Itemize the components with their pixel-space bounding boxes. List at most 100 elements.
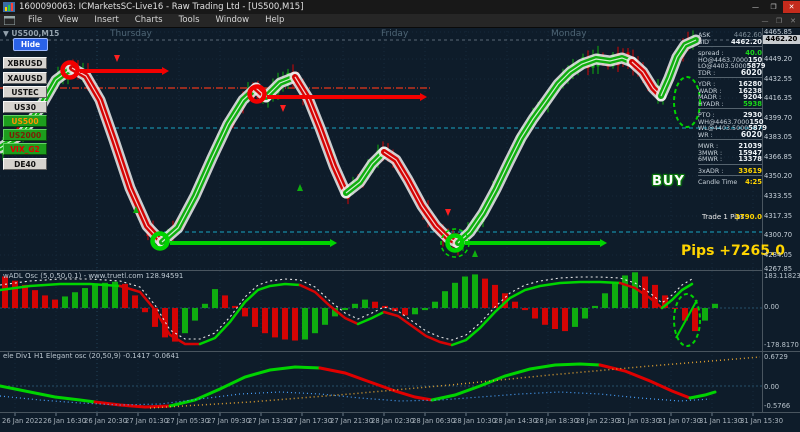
info-row-label: 6MWR : <box>698 156 723 163</box>
info-row: WR : 6020 <box>698 130 762 138</box>
info-row: YDR : 16280 <box>698 81 762 88</box>
time-axis-label: 28 Jan 18:30 <box>535 417 579 425</box>
chevron-down-icon: ▼ <box>3 29 9 38</box>
menu-item-view[interactable]: View <box>58 15 79 25</box>
ma-ribbon-center <box>161 87 257 243</box>
info-row-value: 4462.60 <box>733 31 762 39</box>
ma-ribbon-center <box>345 151 385 194</box>
info-row-value: 13378 <box>738 155 762 163</box>
histogram-bar <box>302 308 308 340</box>
chart-restore-button[interactable]: ❐ <box>775 16 783 25</box>
hide-button[interactable]: Hide <box>13 38 48 51</box>
histogram-bar <box>552 308 558 329</box>
info-row-value: 16280 <box>738 80 762 88</box>
trade-pips-value: 3790.0 <box>734 213 762 221</box>
histogram-bar <box>252 308 258 327</box>
info-separator <box>698 46 762 50</box>
chart-minimize-button[interactable]: — <box>761 16 769 25</box>
sell-signal-ring-icon <box>247 84 267 104</box>
info-row-value: 33619 <box>738 166 762 175</box>
info-row-value: 40.0 <box>745 49 762 57</box>
oscillator-line <box>198 282 302 346</box>
restore-button[interactable]: ❐ <box>770 3 777 11</box>
close-button[interactable]: ✕ <box>783 1 800 13</box>
menu-item-insert[interactable]: Insert <box>94 15 119 25</box>
chart-window-icon <box>3 15 16 26</box>
time-axis-label: 31 Jan 07:30 <box>658 417 702 425</box>
dashed-highlight-ellipse <box>673 293 701 347</box>
histogram-bar <box>612 282 618 308</box>
elegant-osc-scale-label: 0.00 <box>764 383 780 391</box>
menu-item-window[interactable]: Window <box>215 15 250 25</box>
histogram-bar <box>362 299 368 308</box>
ma-ribbon-center <box>71 67 163 243</box>
elegant-osc-line <box>430 362 602 402</box>
histogram-bar <box>312 308 318 334</box>
histogram-bar <box>232 305 238 308</box>
menu-item-file[interactable]: File <box>28 15 43 25</box>
price-axis-label: 4399.70 <box>764 114 793 122</box>
time-axis-label: 31 Jan 15:30 <box>740 417 784 425</box>
symbol-button-ustec[interactable]: USTEC <box>3 86 47 98</box>
symbol-button-us500[interactable]: US500 <box>3 115 47 127</box>
menu-item-tools[interactable]: Tools <box>178 15 200 25</box>
info-row-label: MWR : <box>698 143 719 150</box>
histogram-bar <box>412 308 418 315</box>
info-row: WADR : 16238 <box>698 87 762 95</box>
symbol-button-xauusd[interactable]: XAUUSD <box>3 71 47 84</box>
chart-symbol-label[interactable]: ▼ US500,M15 <box>3 29 59 38</box>
info-row-value: 5938 <box>743 99 762 108</box>
oscillator-line <box>382 310 454 347</box>
elegant-osc-line <box>0 384 97 404</box>
menu-item-charts[interactable]: Charts <box>134 15 163 25</box>
elegant-osc-line <box>93 400 172 409</box>
sell-arrow-marker <box>114 55 120 62</box>
histogram-bar <box>512 301 518 308</box>
histogram-bar <box>32 290 38 308</box>
time-axis-label: 28 Jan 22:30 <box>576 417 620 425</box>
histogram-bar <box>352 303 358 308</box>
info-row-label: 3MWR : <box>698 149 723 157</box>
histogram-bar <box>372 301 378 308</box>
symbol-button-xbrusd[interactable]: XBRUSD <box>3 57 47 69</box>
histogram-bar <box>282 308 288 340</box>
histogram-bar <box>472 274 478 308</box>
price-axis-label: 4284.05 <box>764 251 793 259</box>
histogram-bar <box>562 308 568 332</box>
info-row: 3xADR : 33619 <box>698 166 762 175</box>
time-axis-label: 27 Jan 01:30 <box>125 417 169 425</box>
info-row-label: WADR : <box>698 87 722 95</box>
histogram-bar <box>272 308 278 338</box>
menu-item-help[interactable]: Help <box>265 15 285 25</box>
minimize-button[interactable]: — <box>752 3 759 11</box>
chart-symbol-text: US500,M15 <box>11 29 60 38</box>
symbol-button-vix_g2[interactable]: VIX_G2 <box>3 143 47 155</box>
histogram-bar <box>142 308 148 313</box>
info-row-label: spread : <box>698 50 724 57</box>
time-axis-label: 26 Jan 20:30 <box>84 417 128 425</box>
info-row-label: ASK <box>698 32 711 39</box>
histogram-bar <box>172 308 178 342</box>
buy-signal-ring-icon <box>150 231 170 251</box>
histogram-bar <box>402 308 408 316</box>
symbol-button-us2000[interactable]: US2000 <box>3 129 47 141</box>
histogram-bar <box>452 282 458 308</box>
elegant-osc-orange-dots <box>149 356 761 409</box>
time-axis-label: 27 Jan 13:30 <box>248 417 292 425</box>
price-axis-label: 4416.35 <box>764 94 793 102</box>
buy-arrow-marker <box>133 206 139 213</box>
oscillator-scale-label: 0.00 <box>764 303 780 311</box>
day-label: Monday <box>551 29 587 39</box>
info-row: WL@4403.5000 :5879 <box>698 125 767 138</box>
time-axis-label: 28 Jan 14:30 <box>494 417 538 425</box>
info-row-value: 150 <box>748 55 763 64</box>
symbol-button-de40[interactable]: DE40 <box>3 157 47 170</box>
symbol-button-us30[interactable]: US30 <box>3 100 47 113</box>
chart-close-button[interactable]: ✕ <box>790 16 796 25</box>
info-row-label: MADR : <box>698 94 722 101</box>
histogram-bar <box>442 291 448 308</box>
oscillator-indicator-label: wADL Osc (5,0.50,0.1) - www.truetl.com 1… <box>3 272 184 280</box>
time-axis-label: 31 Jan 03:30 <box>617 417 661 425</box>
info-row-value: 21039 <box>738 142 762 150</box>
